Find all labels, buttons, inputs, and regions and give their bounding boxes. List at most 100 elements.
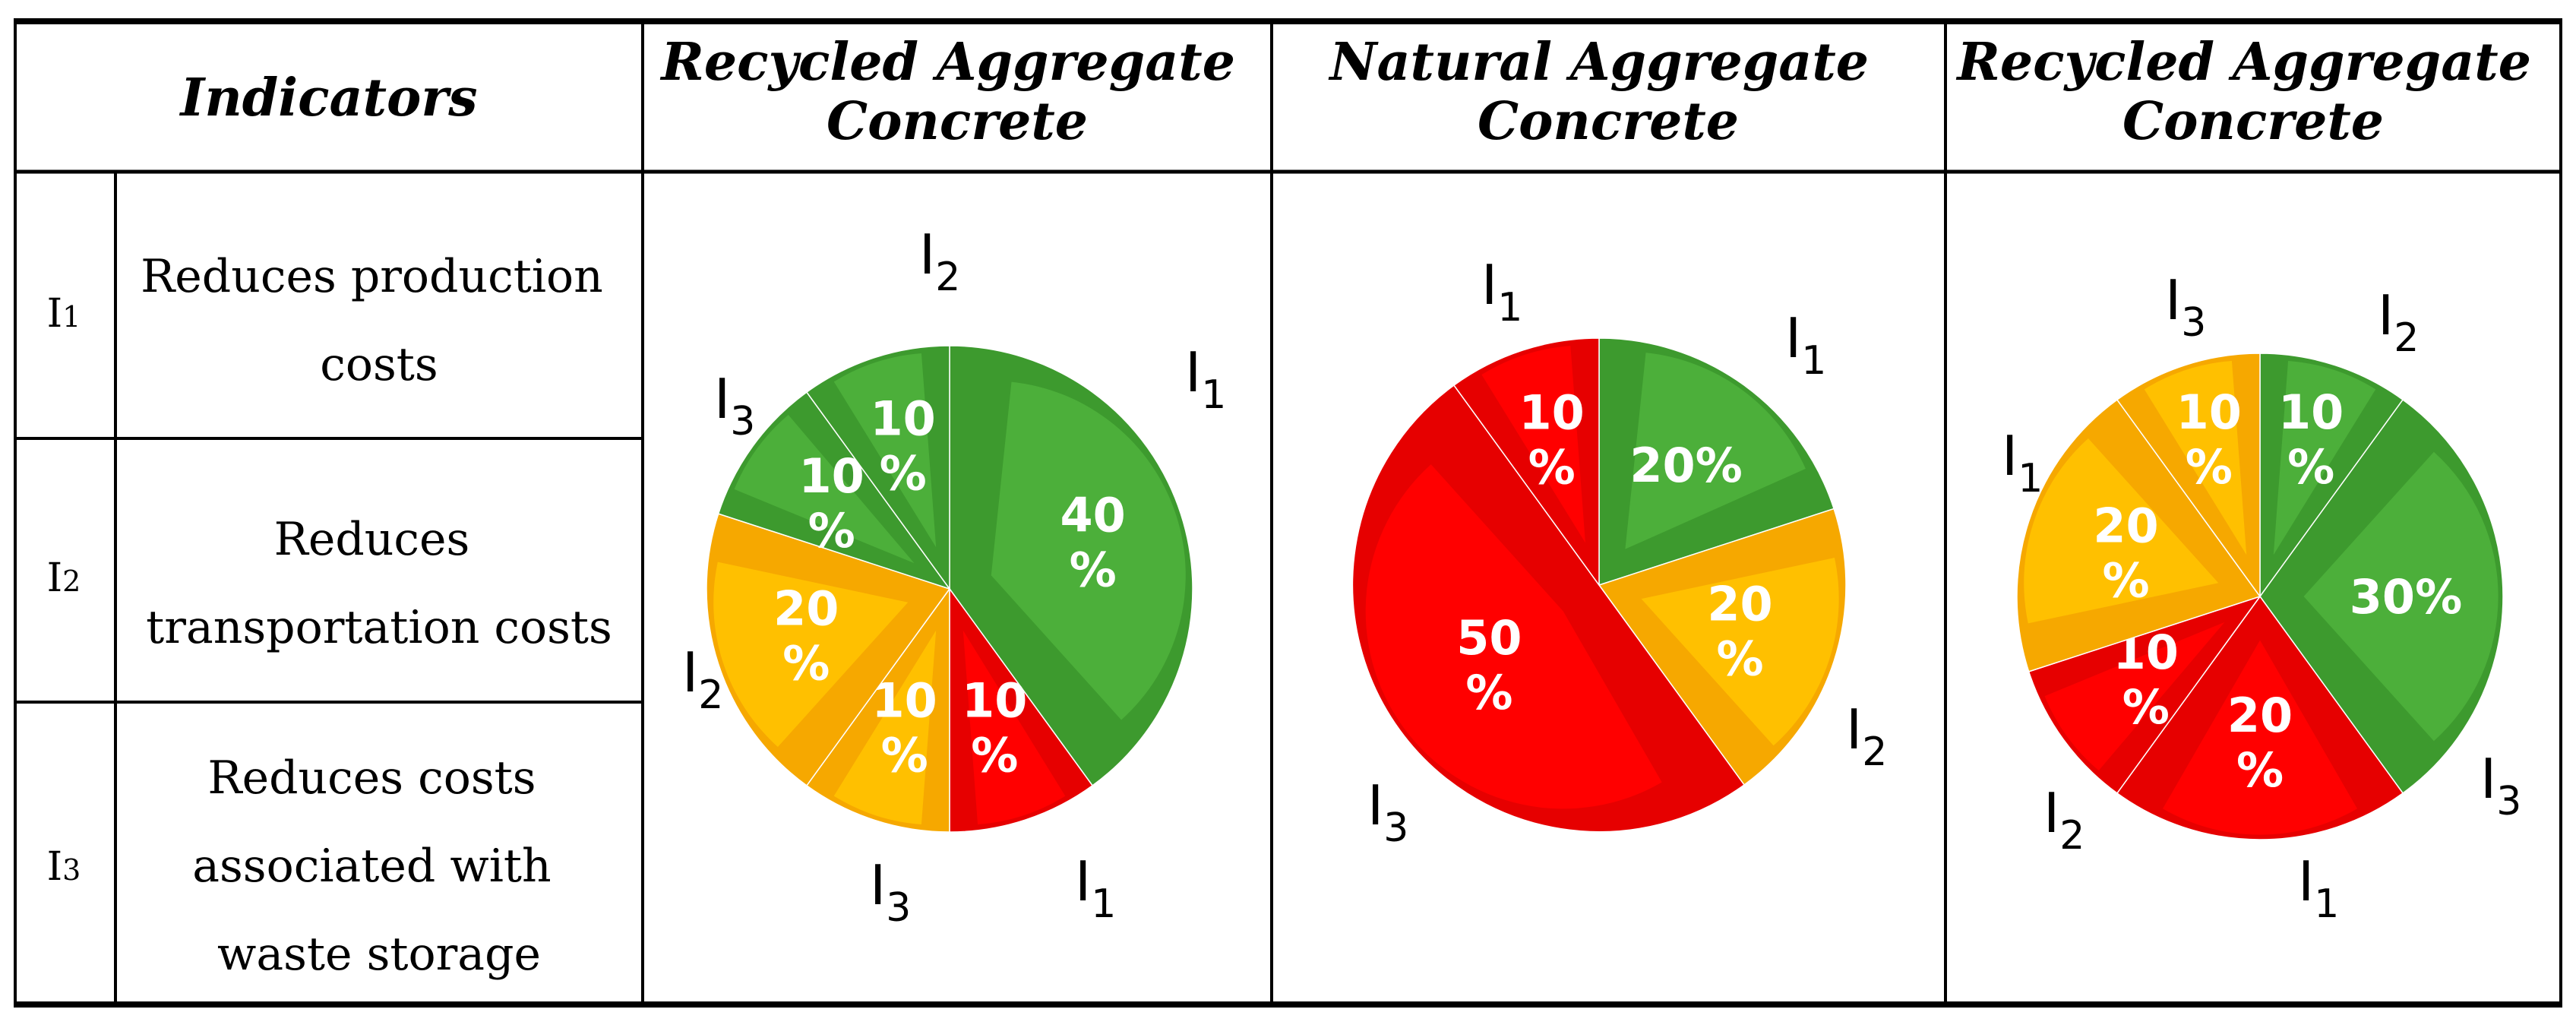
pie-0-slice-4-value-line-1: % <box>808 503 855 558</box>
pie-0-slice-3-inner <box>713 562 909 748</box>
row-index-2-main: I <box>47 555 63 601</box>
indicator-1-text: Reduces production costs <box>141 250 618 391</box>
pie-2-slice-1-value-label: 30% <box>2350 569 2462 625</box>
pie-0-slice-4-inner <box>734 414 915 564</box>
pie-1-slice-1-value-label: 20% <box>1707 576 1772 686</box>
pie-1-slice-1-indicator-sub: 2 <box>1862 729 1887 775</box>
header-col3-line2: Concrete <box>2122 91 2384 152</box>
pie-0-slice-2-value-line-0: 10 <box>872 673 937 729</box>
pie-2-slice-0-indicator-main: I <box>2378 283 2394 347</box>
indicator-1-line2: costs <box>320 338 438 391</box>
pie-0-slice-5-value-line-0: 10 <box>871 391 936 446</box>
indicator-2-line1: Reduces <box>274 513 470 566</box>
pie-0-slice-5-indicator-main: I <box>919 223 935 286</box>
pie-1-slice-1-indicator-label: I2 <box>1846 698 1887 775</box>
header-col1-line1: Recycled Aggregate <box>659 32 1235 93</box>
header-col1-line2: Concrete <box>827 91 1088 152</box>
pie-2-slice-5-inner <box>2144 360 2247 555</box>
header-recycled-aggregate-1: Recycled Aggregate Concrete <box>659 32 1253 152</box>
header-col2-line1: Natural Aggregate <box>1328 32 1869 93</box>
pie-0-slice-0-indicator-label: I1 <box>1185 340 1226 418</box>
pie-1-slice-2-indicator-label: I3 <box>1367 773 1408 851</box>
pie-0-slice-5-indicator-sub: 2 <box>935 255 960 300</box>
pie-2-slice-1-indicator-sub: 3 <box>2496 779 2521 824</box>
pie-2-slice-2-value-label: 20% <box>2227 688 2293 798</box>
header-indicators: Indicators <box>179 68 478 128</box>
pie-2-slice-0-indicator-label: I2 <box>2378 283 2419 361</box>
header-col3-line1: Recycled Aggregate <box>1955 32 2531 93</box>
pie-2-slice-5-indicator-sub: 3 <box>2181 300 2206 346</box>
pie-0-slice-2-value-label: 10% <box>872 673 937 783</box>
pie-1-slice-2-value-line-1: % <box>1465 665 1512 720</box>
pie-1-slice-1-inner <box>1641 558 1839 746</box>
pie-0-slice-2-value-line-1: % <box>881 728 928 783</box>
indicator-3-text: Reduces costs associated with waste stor… <box>192 751 566 981</box>
pie-0-slice-5-value-line-1: % <box>880 445 927 501</box>
pie-2-slice-4-indicator-main: I <box>2002 424 2018 488</box>
row-index-2: I2 <box>47 555 81 601</box>
pie-0-slice-3-value-line-1: % <box>782 635 830 691</box>
row-index-2-sub: 2 <box>62 565 81 598</box>
pie-1-slice-2-inner <box>1365 464 1662 809</box>
pie-2-slice-5-indicator-label: I3 <box>2165 268 2206 346</box>
pie-1-slice-0-indicator-main: I <box>1785 306 1801 370</box>
pie-2-slice-4-value-line-0: 20 <box>2093 498 2158 554</box>
pie-1-slice-3-value-line-0: 10 <box>1519 384 1585 440</box>
pie-1-slice-3-indicator-main: I <box>1481 253 1497 317</box>
pie-1-slice-3-value-label: 10% <box>1519 384 1585 495</box>
header-recycled-aggregate-2: Recycled Aggregate Concrete <box>1955 32 2549 152</box>
pie-2-slice-2-indicator-sub: 1 <box>2314 881 2339 927</box>
pie-2-slice-1-indicator-main: I <box>2480 747 2496 811</box>
indicator-3-line1: Reduces costs <box>207 751 536 805</box>
pie-0-slice-1-indicator-main: I <box>1075 849 1091 913</box>
pie-2-slice-5-value-label: 10% <box>2176 384 2242 495</box>
pie-0-slice-1-value-line-0: 10 <box>962 673 1027 729</box>
pie-2-slice-3-value-line-1: % <box>2122 679 2170 735</box>
pie-0-slice-4-indicator-main: I <box>714 367 730 431</box>
table-grid <box>14 18 2562 1008</box>
pie-0-slice-5-value-label: 10% <box>871 391 936 501</box>
pie-2-slice-1-value-line-0: 30% <box>2350 569 2462 625</box>
pie-2-slice-4-inner <box>2024 438 2219 624</box>
pie-0-slice-3-indicator-main: I <box>682 641 698 704</box>
pie-1-slice-0-value-line-0: 20% <box>1629 438 1742 493</box>
pie-2-slice-5-value-line-1: % <box>2186 439 2233 495</box>
pie-2-slice-2-indicator-label: I1 <box>2298 849 2339 927</box>
pie-2-slice-2-value-line-1: % <box>2236 742 2284 798</box>
pie-0-slice-4-value-label: 10% <box>799 448 864 558</box>
pie-1-slice-0-indicator-sub: 1 <box>1801 338 1826 384</box>
pie-0-slice-4-indicator-label: I3 <box>714 367 755 444</box>
pie-2-slice-0-indicator-sub: 2 <box>2394 315 2419 361</box>
pie-0-slice-0-indicator-sub: 1 <box>1201 372 1226 418</box>
pie-0-slice-1-value-label: 10% <box>962 673 1027 783</box>
pie-2-slice-4-indicator-sub: 1 <box>2018 456 2043 501</box>
pie-1-slice-3-indicator-sub: 1 <box>1497 285 1522 331</box>
pie-1-slice-1-indicator-main: I <box>1846 698 1862 761</box>
pie-0-slice-0-value-label: 40% <box>1060 488 1126 598</box>
pie-2-slice-1-indicator-label: I3 <box>2480 747 2521 824</box>
indicator-3-line2: associated with <box>192 840 551 893</box>
row-index-3: I3 <box>47 844 81 890</box>
pie-1-slice-0-inner <box>1625 353 1806 549</box>
pie-1-slice-3-value-line-1: % <box>1528 439 1576 495</box>
pie-0-slice-2-indicator-main: I <box>870 853 886 917</box>
row-index-1-sub: 1 <box>62 300 81 334</box>
pie-1-slice-2-value-label: 50% <box>1456 610 1522 720</box>
pie-1-slice-3-indicator-label: I1 <box>1481 253 1522 331</box>
pie-0-slice-1-indicator-sub: 1 <box>1091 881 1116 927</box>
pie-1-slice-3-inner <box>1481 346 1585 543</box>
pie-2-slice-5-value-line-0: 10 <box>2176 384 2242 440</box>
pie-2-slice-0-value-label: 10% <box>2278 384 2344 495</box>
pie-1-slice-1-value-line-0: 20 <box>1707 576 1772 631</box>
pie-2-slice-0-value-line-1: % <box>2287 439 2334 495</box>
pie-0-slice-4-indicator-sub: 3 <box>730 399 755 444</box>
pie-0-slice-2-inner <box>833 630 937 825</box>
pie-0-slice-1-indicator-label: I1 <box>1075 849 1116 927</box>
pie-2-slice-3-indicator-sub: 2 <box>2059 813 2085 859</box>
pie-1-slice-2-value-line-0: 50 <box>1456 610 1522 666</box>
header-natural-aggregate: Natural Aggregate Concrete <box>1328 32 1886 152</box>
